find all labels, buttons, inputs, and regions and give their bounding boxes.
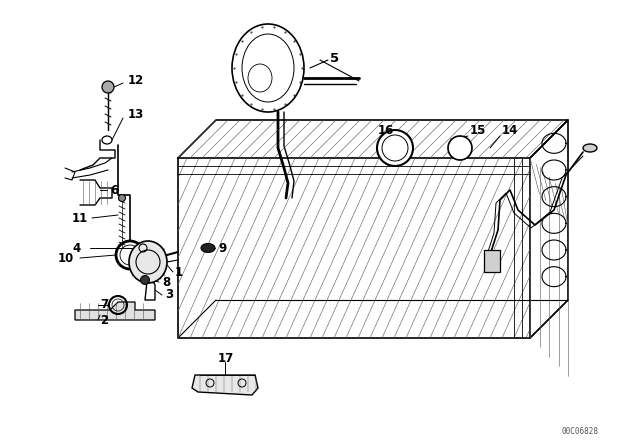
Text: 8: 8 xyxy=(162,276,170,289)
Text: 1: 1 xyxy=(175,266,183,279)
Text: 15: 15 xyxy=(470,124,486,137)
Text: 14: 14 xyxy=(502,124,518,137)
Circle shape xyxy=(377,130,413,166)
Text: 11: 11 xyxy=(72,211,88,224)
Bar xyxy=(484,250,500,272)
Ellipse shape xyxy=(129,241,167,283)
Circle shape xyxy=(448,136,472,160)
Text: 00C06828: 00C06828 xyxy=(561,427,598,436)
Text: 5: 5 xyxy=(330,52,339,65)
Text: 13: 13 xyxy=(128,108,144,121)
Circle shape xyxy=(102,81,114,93)
Ellipse shape xyxy=(201,244,215,253)
Ellipse shape xyxy=(232,24,304,112)
Text: 7: 7 xyxy=(100,298,108,311)
Text: 3: 3 xyxy=(165,289,173,302)
Text: 12: 12 xyxy=(128,73,144,86)
Text: 2: 2 xyxy=(100,314,108,327)
Polygon shape xyxy=(192,375,258,395)
Text: 16: 16 xyxy=(378,124,394,137)
Polygon shape xyxy=(75,302,155,320)
Text: 4: 4 xyxy=(72,241,80,254)
Ellipse shape xyxy=(141,276,150,284)
Text: 6: 6 xyxy=(110,184,118,197)
Text: 9: 9 xyxy=(218,241,227,254)
Text: 10: 10 xyxy=(58,251,74,264)
Ellipse shape xyxy=(583,144,597,152)
Ellipse shape xyxy=(118,194,125,202)
Text: 17: 17 xyxy=(218,352,234,365)
